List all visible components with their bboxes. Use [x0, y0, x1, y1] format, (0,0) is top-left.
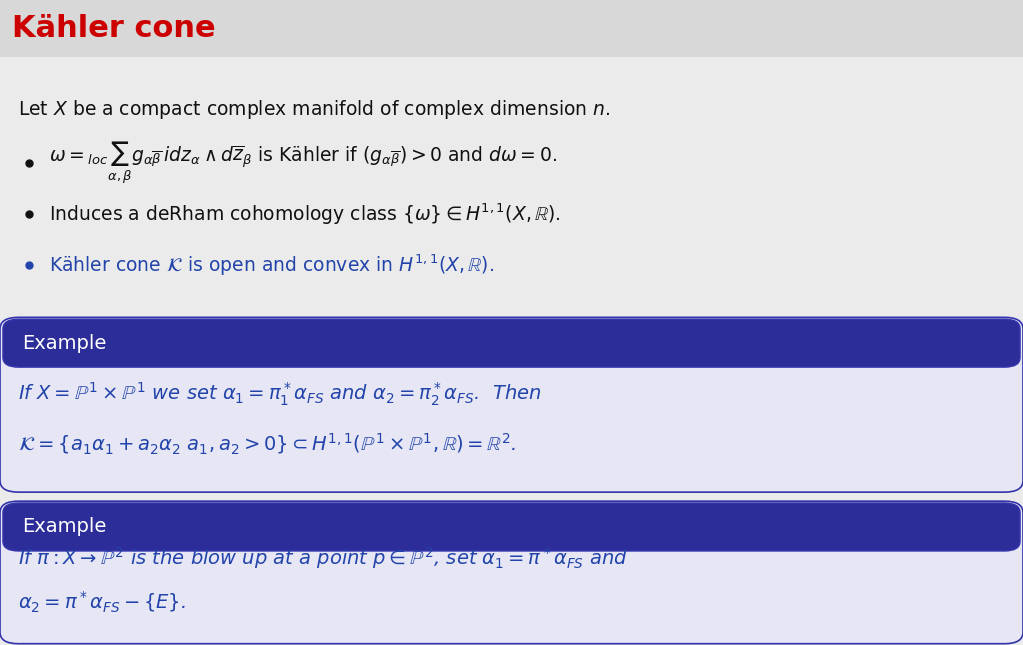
- Text: Induces a deRham cohomology class $\{\omega\} \in H^{1,1}(X, \mathbb{R})$.: Induces a deRham cohomology class $\{\om…: [49, 201, 561, 227]
- Text: If $X = \mathbb{P}^1 \times \mathbb{P}^1$ we set $\alpha_1 = \pi_1^*\alpha_{FS}$: If $X = \mathbb{P}^1 \times \mathbb{P}^1…: [18, 381, 542, 408]
- FancyBboxPatch shape: [0, 0, 1023, 57]
- Text: Let $X$ be a compact complex manifold of complex dimension $n$.: Let $X$ be a compact complex manifold of…: [18, 98, 611, 121]
- FancyBboxPatch shape: [0, 317, 1023, 492]
- FancyBboxPatch shape: [3, 319, 1020, 367]
- Text: Example: Example: [23, 333, 106, 353]
- Text: Example: Example: [23, 517, 106, 537]
- Text: Kähler cone: Kähler cone: [12, 14, 216, 43]
- Text: $\alpha_2 = \pi^*\alpha_{FS} - \{E\}$.: $\alpha_2 = \pi^*\alpha_{FS} - \{E\}$.: [18, 589, 186, 613]
- FancyBboxPatch shape: [0, 501, 1023, 644]
- Text: Kähler cone $\mathcal{K}$ is open and convex in $H^{1,1}(X, \mathbb{R})$.: Kähler cone $\mathcal{K}$ is open and co…: [49, 252, 494, 278]
- FancyBboxPatch shape: [3, 503, 1020, 551]
- Text: If $\pi : X \to \mathbb{P}^2$ is the blow up at a point $p \in \mathbb{P}^2$, se: If $\pi : X \to \mathbb{P}^2$ is the blo…: [18, 545, 628, 571]
- Text: $\omega =_{\mathit{loc}} \sum_{\alpha,\beta} g_{\alpha\overline{\beta}}\,idz_\al: $\omega =_{\mathit{loc}} \sum_{\alpha,\b…: [49, 139, 558, 186]
- Text: $\mathcal{K} = \{a_1\alpha_1 + a_2\alpha_2\ a_1, a_2 > 0\} \subset H^{1,1}(\math: $\mathcal{K} = \{a_1\alpha_1 + a_2\alpha…: [18, 431, 517, 455]
